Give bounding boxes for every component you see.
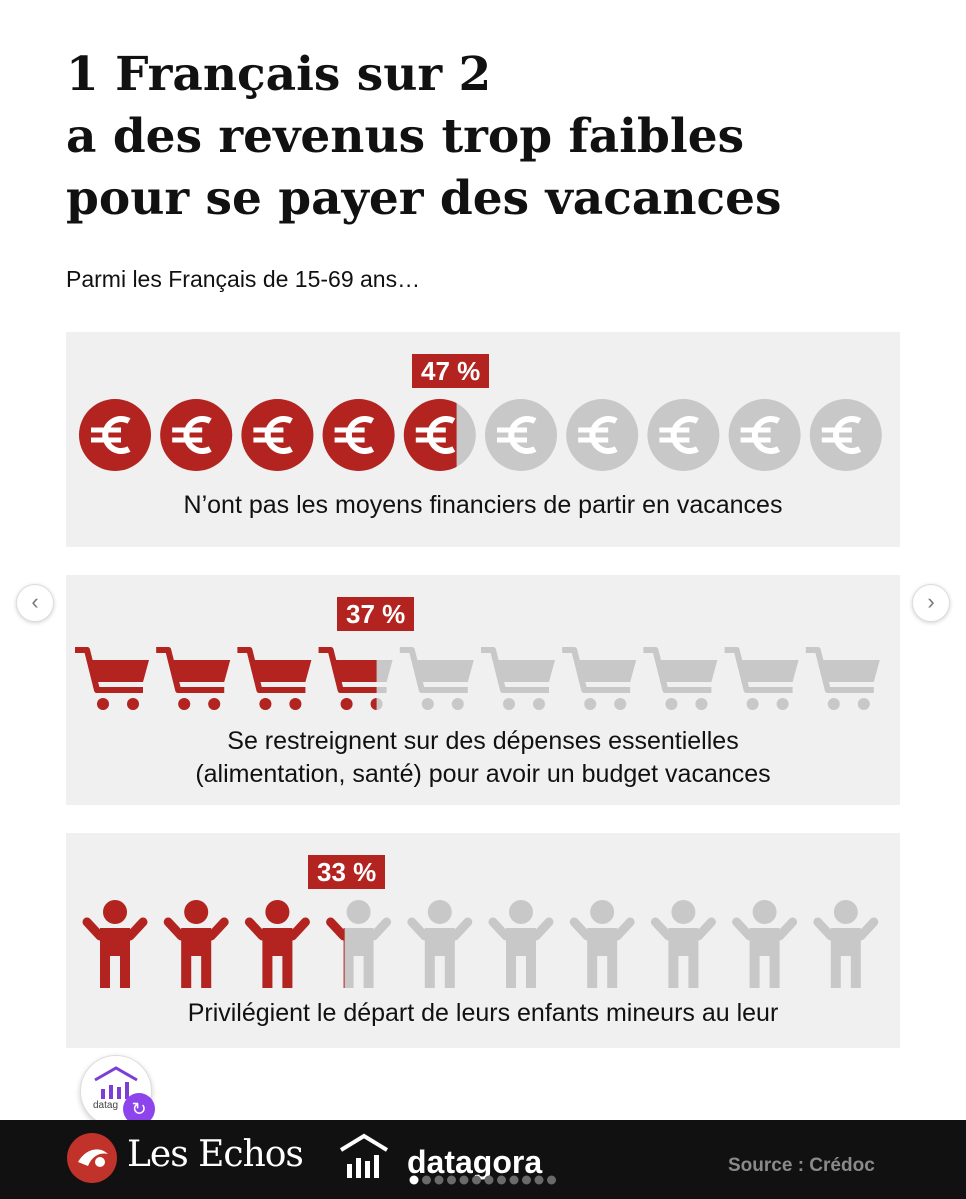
euro-coin-icon xyxy=(566,399,639,471)
child-person-icon xyxy=(650,900,716,988)
bar-chart-icon xyxy=(94,1066,138,1099)
euro-coin-icon xyxy=(647,399,720,471)
shopping-cart-icon xyxy=(724,647,799,710)
carousel-dot[interactable] xyxy=(472,1175,481,1185)
pictogram-row-carts xyxy=(75,647,880,710)
stat-panel-carts: 37 % Se restreignent sur des dépenses es… xyxy=(66,575,900,805)
les-echos-logo-icon xyxy=(67,1133,117,1183)
child-person-icon xyxy=(732,900,798,988)
stat-panel-children: 33 % Privilégient le départ de leurs enf… xyxy=(66,833,900,1048)
carousel-dot[interactable] xyxy=(509,1175,519,1185)
title-line-2: a des revenus trop faibles xyxy=(66,109,745,164)
footer: Les Echos datagora Source : Crédoc xyxy=(0,1120,966,1199)
pictogram-row-children xyxy=(82,900,879,988)
repost-icon[interactable]: ↻ xyxy=(123,1093,155,1125)
euro-coin-icon xyxy=(79,399,151,471)
child-person-icon xyxy=(569,900,635,988)
datagora-avatar-icon[interactable]: datag xyxy=(80,1055,152,1127)
stat-panel-euros: 47 % N’ont pas les moyens financiers de … xyxy=(66,332,900,547)
carousel-dot[interactable] xyxy=(534,1175,544,1185)
page-title: 1 Français sur 2 a des revenus trop faib… xyxy=(66,44,926,230)
source-note: Source : Crédoc xyxy=(728,1155,875,1176)
chevron-right-icon[interactable]: › xyxy=(912,584,950,622)
euro-coin-icon xyxy=(403,399,476,471)
caption-line: Se restreignent sur des dépenses essenti… xyxy=(227,727,739,755)
avatar-label: datag xyxy=(93,1100,119,1111)
carousel-dot[interactable] xyxy=(547,1175,556,1185)
value-badge: 37 % xyxy=(337,597,415,631)
title-line-1: 1 Français sur 2 xyxy=(66,47,492,102)
shopping-cart-icon xyxy=(399,647,474,710)
caption: N’ont pas les moyens financiers de parti… xyxy=(66,489,900,522)
euro-coin-icon xyxy=(160,399,233,471)
child-person-icon xyxy=(163,900,229,988)
carousel-dot[interactable] xyxy=(522,1175,531,1185)
shopping-cart-icon xyxy=(237,647,312,710)
child-person-icon xyxy=(407,900,473,988)
shopping-cart-icon xyxy=(318,647,393,710)
euro-coin-icon xyxy=(241,399,314,471)
child-person-icon xyxy=(488,900,554,988)
chevron-left-icon[interactable]: ‹ xyxy=(16,584,54,622)
shopping-cart-icon xyxy=(643,647,718,710)
value-badge: 47 % xyxy=(412,354,490,388)
shopping-cart-icon xyxy=(75,647,149,710)
datagora-building-icon xyxy=(339,1133,389,1178)
value-badge: 33 % xyxy=(308,855,386,889)
pictogram-row-euros xyxy=(79,399,882,471)
caption-line: N’ont pas les moyens financiers de parti… xyxy=(183,491,783,519)
child-person-icon xyxy=(82,900,148,988)
carousel-dots xyxy=(409,1175,556,1185)
carousel-dot[interactable] xyxy=(459,1175,469,1185)
caption: Se restreignent sur des dépenses essenti… xyxy=(66,725,900,791)
euro-coin-icon xyxy=(322,399,395,471)
title-line-3: pour se payer des vacances xyxy=(66,171,782,226)
carousel-dot[interactable] xyxy=(409,1175,419,1185)
caption-line: Privilégient le départ de leurs enfants … xyxy=(187,999,779,1027)
euro-coin-icon xyxy=(485,399,557,471)
caption-line: (alimentation, santé) pour avoir un budg… xyxy=(195,760,771,788)
carousel-dot[interactable] xyxy=(434,1175,444,1185)
shopping-cart-icon xyxy=(562,647,637,710)
shopping-cart-icon xyxy=(805,647,880,710)
datagora-logo: datagora xyxy=(407,1144,543,1180)
shopping-cart-icon xyxy=(156,647,231,710)
carousel-dot[interactable] xyxy=(484,1175,494,1185)
child-person-icon xyxy=(244,900,310,988)
euro-coin-icon xyxy=(728,399,801,471)
shopping-cart-icon xyxy=(481,647,555,710)
les-echos-logo: Les Echos xyxy=(127,1134,304,1175)
child-person-icon xyxy=(326,900,392,988)
euro-coin-icon xyxy=(809,399,882,471)
carousel-dot[interactable] xyxy=(422,1175,431,1185)
subtitle: Parmi les Français de 15-69 ans… xyxy=(66,266,421,292)
caption: Privilégient le départ de leurs enfants … xyxy=(66,997,900,1030)
child-person-icon xyxy=(813,900,879,988)
carousel-dot[interactable] xyxy=(447,1175,456,1185)
carousel-dot[interactable] xyxy=(497,1175,506,1185)
